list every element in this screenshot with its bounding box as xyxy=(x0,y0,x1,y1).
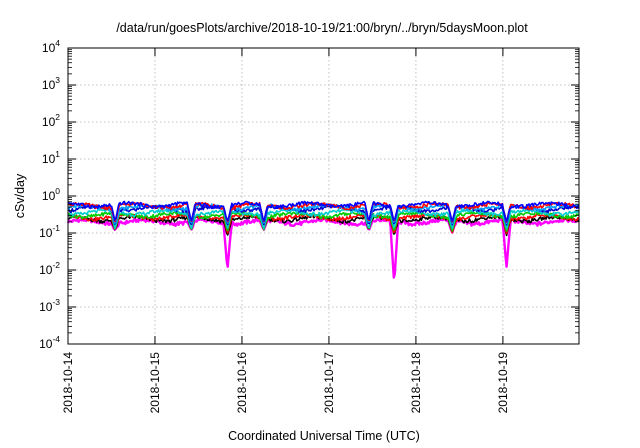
series-line xyxy=(67,204,580,226)
series-line xyxy=(67,208,580,230)
y-tick-label: 100 xyxy=(42,186,60,203)
series-line xyxy=(67,200,580,223)
y-axis-ticks: 104 103 102 101 100 10-1 10-2 10-3 10-4 xyxy=(39,38,579,351)
x-axis-label: Coordinated Universal Time (UTC) xyxy=(228,429,420,443)
x-tick-label: 2018-10-17 xyxy=(322,352,336,414)
y-axis-label: cSv/day xyxy=(13,173,27,218)
y-tick-label: 10-1 xyxy=(39,223,60,240)
series-line xyxy=(66,217,580,279)
y-tick-label: 103 xyxy=(42,75,60,92)
x-tick-label: 2018-10-19 xyxy=(496,352,510,414)
y-tick-label: 101 xyxy=(42,149,60,166)
gridlines xyxy=(68,48,579,344)
data-series xyxy=(66,200,580,279)
x-tick-label: 2018-10-14 xyxy=(61,352,75,414)
x-tick-label: 2018-10-18 xyxy=(409,352,423,414)
y-tick-label: 104 xyxy=(42,38,60,55)
x-tick-label: 2018-10-16 xyxy=(235,352,249,414)
y-tick-label: 102 xyxy=(42,112,60,129)
x-tick-label: 2018-10-15 xyxy=(148,352,162,414)
y-tick-label: 10-2 xyxy=(39,260,60,277)
y-tick-label: 10-3 xyxy=(39,297,60,314)
y-tick-label: 10-4 xyxy=(39,334,60,351)
series-line xyxy=(67,212,580,235)
x-axis-ticks: 2018-10-14 2018-10-15 2018-10-16 2018-10-17… xyxy=(61,48,510,413)
chart-title: /data/run/goesPlots/archive/2018-10-19/2… xyxy=(116,21,528,35)
